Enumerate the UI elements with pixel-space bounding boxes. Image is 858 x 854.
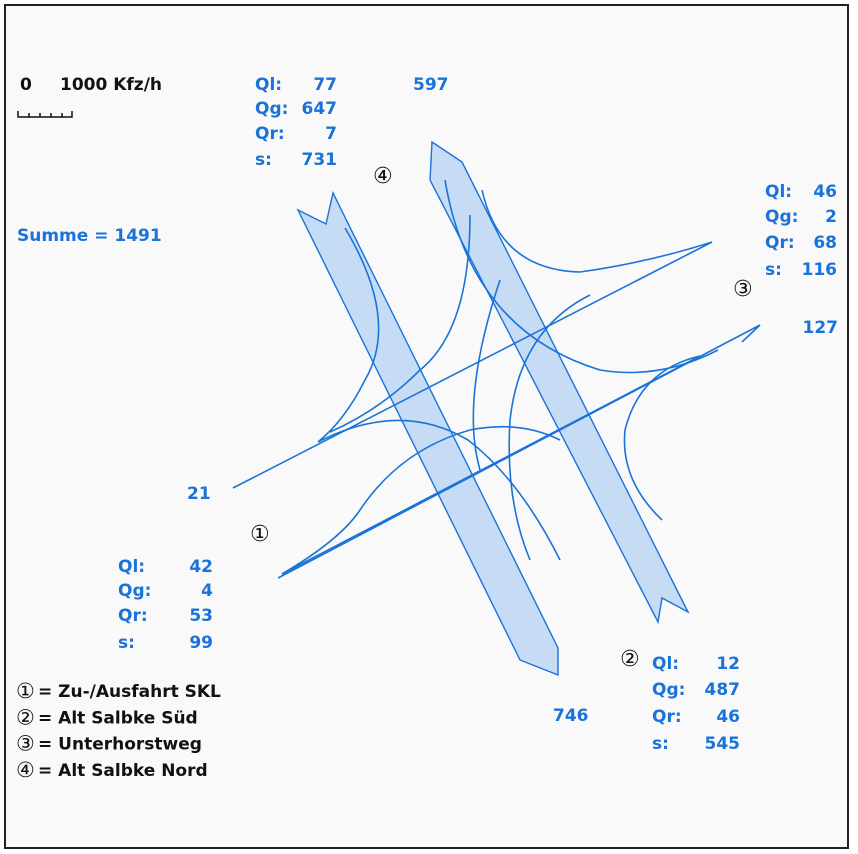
row-label: Qg: bbox=[765, 207, 798, 227]
legend-symbol: ④ bbox=[16, 758, 35, 782]
row-label: Qg: bbox=[118, 581, 151, 601]
row-label: Qr: bbox=[118, 606, 148, 626]
road-curve bbox=[623, 355, 701, 521]
road-curve bbox=[508, 294, 591, 561]
row-value: 53 bbox=[189, 606, 213, 626]
row-label: s: bbox=[118, 633, 135, 653]
row-value: 647 bbox=[302, 99, 338, 119]
approach-symbol: ③ bbox=[733, 277, 753, 302]
approach-symbol: ④ bbox=[373, 164, 393, 189]
row-label: Ql: bbox=[118, 557, 145, 577]
row-value: 12 bbox=[716, 654, 740, 674]
row-label: Qr: bbox=[255, 124, 285, 144]
row-value: 2 bbox=[825, 207, 837, 227]
through-value: 597 bbox=[413, 75, 449, 95]
legend-text: = Alt Salbke Nord bbox=[38, 761, 208, 781]
row-value: 731 bbox=[302, 150, 338, 170]
row-value: 487 bbox=[705, 680, 741, 700]
row-value: 545 bbox=[705, 734, 741, 754]
row-value: 42 bbox=[189, 557, 213, 577]
road-curve bbox=[281, 425, 561, 575]
legend-text: = Alt Salbke Süd bbox=[38, 708, 198, 728]
road-line bbox=[277, 324, 761, 579]
scale-unit: 1000 Kfz/h bbox=[60, 75, 162, 95]
row-label: Qr: bbox=[765, 233, 795, 253]
road-band bbox=[429, 140, 690, 625]
road-curve bbox=[444, 179, 719, 374]
road-band bbox=[296, 190, 559, 677]
row-label: Qr: bbox=[652, 707, 682, 727]
legend-symbol: ① bbox=[16, 679, 35, 703]
legend-symbol: ③ bbox=[16, 732, 35, 756]
road-line bbox=[281, 355, 701, 575]
row-value: 99 bbox=[189, 633, 213, 653]
legend-text: = Unterhorstweg bbox=[38, 735, 202, 755]
row-value: 116 bbox=[802, 260, 838, 280]
road-curve bbox=[481, 189, 713, 273]
approach-symbol: ① bbox=[250, 522, 270, 547]
row-label: Qg: bbox=[255, 99, 288, 119]
row-label: Ql: bbox=[652, 654, 679, 674]
row-value: 7 bbox=[325, 124, 337, 144]
through-value: 127 bbox=[803, 318, 839, 338]
row-label: Qg: bbox=[652, 680, 685, 700]
approach-symbol: ② bbox=[620, 647, 640, 672]
through-value: 746 bbox=[553, 706, 589, 726]
legend-text: = Zu-/Ausfahrt SKL bbox=[38, 682, 221, 702]
row-label: s: bbox=[652, 734, 669, 754]
road-curve bbox=[472, 279, 501, 471]
scale-zero: 0 bbox=[20, 75, 32, 95]
sum: Summe = 1491 bbox=[17, 226, 162, 246]
row-label: s: bbox=[255, 150, 272, 170]
road-line bbox=[232, 241, 713, 489]
row-value: 4 bbox=[201, 581, 213, 601]
roads bbox=[232, 140, 761, 677]
row-value: 46 bbox=[813, 182, 837, 202]
road-curve bbox=[317, 227, 380, 443]
row-label: s: bbox=[765, 260, 782, 280]
through-value: 21 bbox=[187, 484, 211, 504]
scale-bar bbox=[17, 111, 73, 118]
legend-symbol: ② bbox=[16, 705, 35, 729]
row-label: Ql: bbox=[255, 75, 282, 95]
road-curve bbox=[317, 419, 561, 561]
road-curve bbox=[329, 214, 471, 433]
row-label: Ql: bbox=[765, 182, 792, 202]
row-value: 68 bbox=[813, 233, 837, 253]
row-value: 77 bbox=[313, 75, 337, 95]
row-value: 46 bbox=[716, 707, 740, 727]
